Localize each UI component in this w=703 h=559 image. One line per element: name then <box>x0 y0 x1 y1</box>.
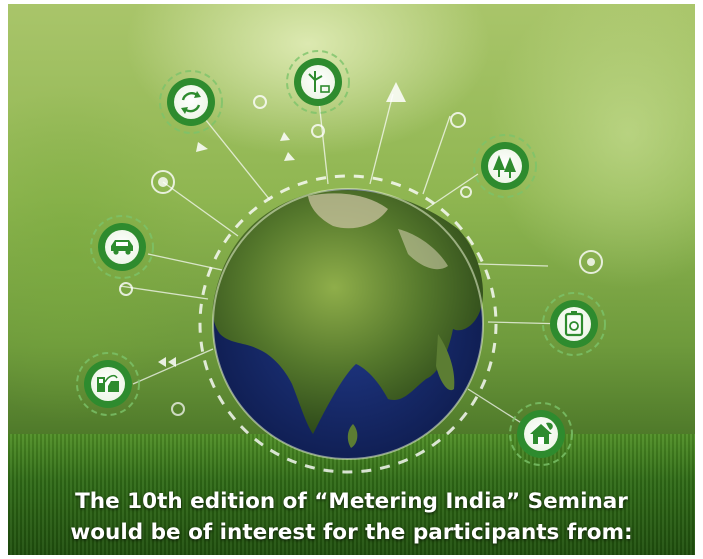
scene-illustration <box>76 50 606 474</box>
earth-globe <box>212 188 484 460</box>
caption-line-1: The 10th edition of “Metering India” Sem… <box>75 489 628 514</box>
wind-turbine-icon <box>286 50 350 114</box>
electric-car-icon <box>90 215 154 279</box>
green-home-icon <box>509 402 573 466</box>
floating-dots <box>119 95 603 416</box>
banner-image: The 10th edition of “Metering India” Sem… <box>8 4 695 555</box>
energy-cell-icon <box>542 292 606 356</box>
arrow-marks <box>158 82 406 367</box>
seminar-caption: The 10th edition of “Metering India” Sem… <box>8 486 695 548</box>
recycle-icon <box>159 70 223 134</box>
orbit-ring <box>198 174 498 474</box>
forest-icon <box>473 134 537 198</box>
caption-line-2: would be of interest for the participant… <box>70 520 633 545</box>
ev-charging-icon <box>76 352 140 416</box>
